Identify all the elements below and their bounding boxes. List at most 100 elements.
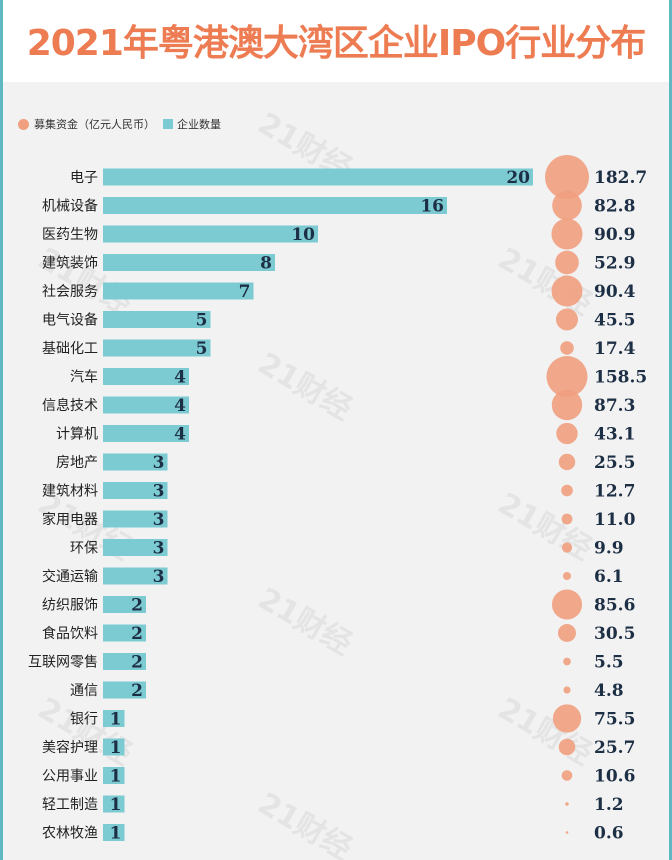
count-bar <box>103 425 189 442</box>
watermark-text: 21财经 <box>32 691 138 772</box>
count-bar <box>103 710 125 727</box>
funds-value-label: 87.3 <box>594 396 635 416</box>
count-bar <box>103 311 211 328</box>
funds-value-label: 6.1 <box>594 567 624 587</box>
funds-value-label: 25.5 <box>594 453 635 473</box>
count-bar <box>103 282 254 300</box>
count-bar-label: 4 <box>174 425 186 445</box>
category-label: 银行 <box>70 712 98 728</box>
count-bar <box>103 596 146 613</box>
count-bar-label: 3 <box>153 539 165 559</box>
count-bar <box>103 624 146 642</box>
funds-bubble <box>551 589 583 620</box>
count-bar-label: 3 <box>153 453 165 473</box>
funds-bubble <box>561 513 573 525</box>
funds-bubble <box>561 770 573 781</box>
category-label: 基础化工 <box>42 340 98 357</box>
header: 2021年粤港澳大湾区企业IPO行业分布 <box>0 0 672 82</box>
category-label: 信息技术 <box>42 397 98 414</box>
count-bar <box>103 681 146 699</box>
funds-value-label: 45.5 <box>594 311 635 331</box>
legend-count-swatch <box>163 119 173 129</box>
funds-bubble <box>561 542 573 553</box>
count-bar <box>103 738 125 756</box>
category-label: 医药生物 <box>42 227 98 243</box>
funds-value-label: 25.7 <box>594 738 635 758</box>
funds-value-label: 182.7 <box>594 168 647 188</box>
count-bar <box>103 368 189 385</box>
watermark-text: 21财经 <box>252 786 358 860</box>
category-label: 电子 <box>70 170 98 186</box>
count-bar-label: 7 <box>239 282 251 302</box>
funds-bubble <box>552 704 582 733</box>
funds-bubble <box>565 802 569 806</box>
count-bar <box>103 396 189 414</box>
funds-bubble <box>558 624 576 642</box>
funds-value-label: 17.4 <box>594 339 636 359</box>
category-label: 机械设备 <box>42 198 98 215</box>
legend-count-label: 企业数量 <box>177 118 221 131</box>
category-label: 轻工制造 <box>42 797 98 813</box>
funds-bubble <box>558 453 576 471</box>
count-bar-label: 10 <box>291 225 315 245</box>
funds-value-label: 52.9 <box>594 254 635 274</box>
right-accent-rule <box>669 0 672 860</box>
funds-value-label: 1.2 <box>594 795 624 815</box>
legend: 募集资金（亿元人民币） 企业数量 <box>18 116 221 132</box>
funds-value-label: 0.6 <box>594 824 624 844</box>
category-label: 环保 <box>70 541 98 557</box>
watermark-text: 21财经 <box>32 241 138 322</box>
category-label: 电气设备 <box>42 312 98 329</box>
count-bar <box>103 225 318 243</box>
count-bar-label: 2 <box>131 681 143 701</box>
count-bar <box>103 197 447 214</box>
category-label: 建筑装饰 <box>42 256 98 272</box>
count-bar <box>103 653 146 670</box>
funds-value-label: 11.0 <box>594 510 636 530</box>
funds-bubble <box>556 308 578 331</box>
count-bar-label: 4 <box>174 368 186 388</box>
watermark-text: 21财经 <box>492 241 598 322</box>
category-label: 互联网零售 <box>28 655 98 671</box>
funds-value-label: 4.8 <box>594 681 624 701</box>
funds-bubble <box>561 484 573 497</box>
funds-value-label: 12.7 <box>594 482 635 502</box>
legend-funds-label: 募集资金（亿元人民币） <box>34 118 155 131</box>
funds-bubble <box>563 657 571 666</box>
count-bar-label: 2 <box>131 624 143 644</box>
funds-value-label: 82.8 <box>594 197 635 217</box>
category-label: 通信 <box>70 683 98 699</box>
category-label: 交通运输 <box>42 568 98 585</box>
count-bar <box>103 510 168 528</box>
count-bar-label: 1 <box>110 767 122 787</box>
category-label: 公用事业 <box>42 769 98 785</box>
count-bar <box>103 824 125 841</box>
funds-bubble <box>551 218 583 250</box>
funds-bubble <box>546 356 588 397</box>
count-bar-label: 1 <box>110 710 122 730</box>
category-label: 计算机 <box>56 427 98 443</box>
funds-bubble <box>560 341 574 355</box>
watermark-text: 21财经 <box>252 346 358 427</box>
category-label: 社会服务 <box>42 284 98 300</box>
funds-value-label: 85.6 <box>594 596 635 616</box>
funds-value-label: 90.4 <box>594 282 636 302</box>
funds-value-label: 90.9 <box>594 225 635 245</box>
count-bar-label: 3 <box>153 567 165 587</box>
count-bar <box>103 168 533 186</box>
funds-bubble <box>552 190 582 221</box>
count-bar <box>103 767 125 784</box>
funds-value-label: 9.9 <box>594 539 624 559</box>
funds-value-label: 75.5 <box>594 710 635 730</box>
count-bar-label: 1 <box>110 738 122 758</box>
watermark-text: 21财经 <box>492 486 598 567</box>
funds-bubble <box>565 831 569 834</box>
count-bar <box>103 539 168 556</box>
funds-value-label: 43.1 <box>594 425 635 445</box>
funds-bubble <box>551 275 583 307</box>
count-bar-label: 1 <box>110 795 122 815</box>
count-bar <box>103 567 168 585</box>
funds-value-label: 30.5 <box>594 624 635 644</box>
funds-bubble <box>556 422 578 445</box>
